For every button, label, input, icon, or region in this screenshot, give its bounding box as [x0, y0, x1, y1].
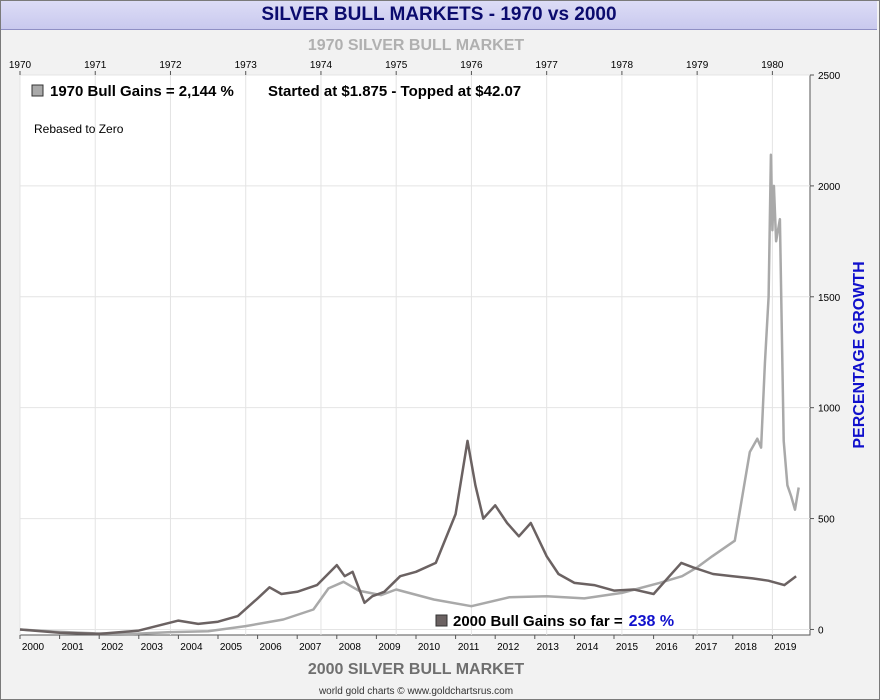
bottom-tick-label: 2001 [61, 642, 84, 653]
bottom-axis-title: 2000 SILVER BULL MARKET [308, 661, 525, 678]
top-axis-title: 1970 SILVER BULL MARKET [308, 37, 525, 54]
y-tick-label: 0 [818, 625, 824, 636]
y-axis-ticks: 0 500 1000 1500 2000 2500 [810, 71, 841, 636]
bottom-tick-label: 2017 [695, 642, 718, 653]
bottom-tick-label: 2009 [378, 642, 401, 653]
y-tick-label: 1500 [818, 293, 841, 304]
bottom-tick-label: 2015 [616, 642, 639, 653]
legend-2000-text: 2000 Bull Gains so far = [453, 613, 623, 630]
footer-credit: world gold charts © www.goldchartsrus.co… [318, 686, 513, 697]
bottom-tick-label: 2007 [299, 642, 322, 653]
y-axis-title: PERCENTAGE GROWTH [851, 261, 868, 448]
top-tick-label: 1975 [385, 60, 408, 71]
bottom-tick-label: 2018 [735, 642, 758, 653]
top-tick-label: 1980 [761, 60, 784, 71]
top-tick-label: 1973 [235, 60, 258, 71]
top-tick-label: 1976 [460, 60, 483, 71]
bottom-tick-label: 2002 [101, 642, 124, 653]
top-tick-label: 1978 [611, 60, 634, 71]
bottom-tick-label: 2010 [418, 642, 441, 653]
bottom-tick-label: 2013 [537, 642, 560, 653]
y-tick-label: 500 [818, 515, 835, 526]
top-axis-ticks: 1970 1971 1972 1973 1974 1975 1976 1977 1978 1979… [9, 60, 784, 75]
started-topped-note: Started at $1.875 - Topped at $42.07 [268, 83, 521, 100]
bottom-tick-label: 2016 [655, 642, 678, 653]
y-tick-label: 2500 [818, 71, 841, 82]
bottom-tick-label: 2004 [180, 642, 203, 653]
bottom-tick-label: 2019 [774, 642, 797, 653]
bottom-tick-label: 2000 [22, 642, 45, 653]
bottom-tick-label: 2003 [141, 642, 164, 653]
legend-2000-value: 238 % [629, 613, 674, 630]
bottom-tick-label: 2014 [576, 642, 599, 653]
top-tick-label: 1970 [9, 60, 32, 71]
legend-2000-label: 2000 Bull Gains so far = 238 % [453, 613, 674, 630]
bottom-tick-label: 2008 [339, 642, 362, 653]
top-tick-label: 1979 [686, 60, 709, 71]
top-tick-label: 1977 [536, 60, 559, 71]
y-tick-label: 1000 [818, 404, 841, 415]
y-tick-label: 2000 [818, 182, 841, 193]
top-tick-label: 1974 [310, 60, 333, 71]
bottom-tick-label: 2006 [259, 642, 282, 653]
top-tick-label: 1971 [84, 60, 107, 71]
bottom-tick-label: 2005 [220, 642, 243, 653]
series-1970-line [19, 153, 800, 636]
title-bar: SILVER BULL MARKETS - 1970 vs 2000 [1, 1, 877, 30]
top-tick-label: 1972 [159, 60, 182, 71]
rebased-note: Rebased to Zero [34, 122, 124, 136]
chart-main-title: SILVER BULL MARKETS - 1970 vs 2000 [261, 4, 617, 25]
plot-area [19, 74, 811, 636]
legend-1970-swatch [31, 84, 44, 97]
grid [19, 74, 810, 635]
legend-2000-swatch [435, 614, 448, 627]
series-2000-line [19, 439, 797, 636]
bottom-tick-label: 2012 [497, 642, 520, 653]
bottom-axis-ticks: 2000 2001 2002 2003 2004 2005 2006 2007 2008 2009… [19, 635, 797, 653]
bottom-tick-label: 2011 [458, 642, 480, 653]
legend-1970-label: 1970 Bull Gains = 2,144 % [50, 83, 234, 100]
